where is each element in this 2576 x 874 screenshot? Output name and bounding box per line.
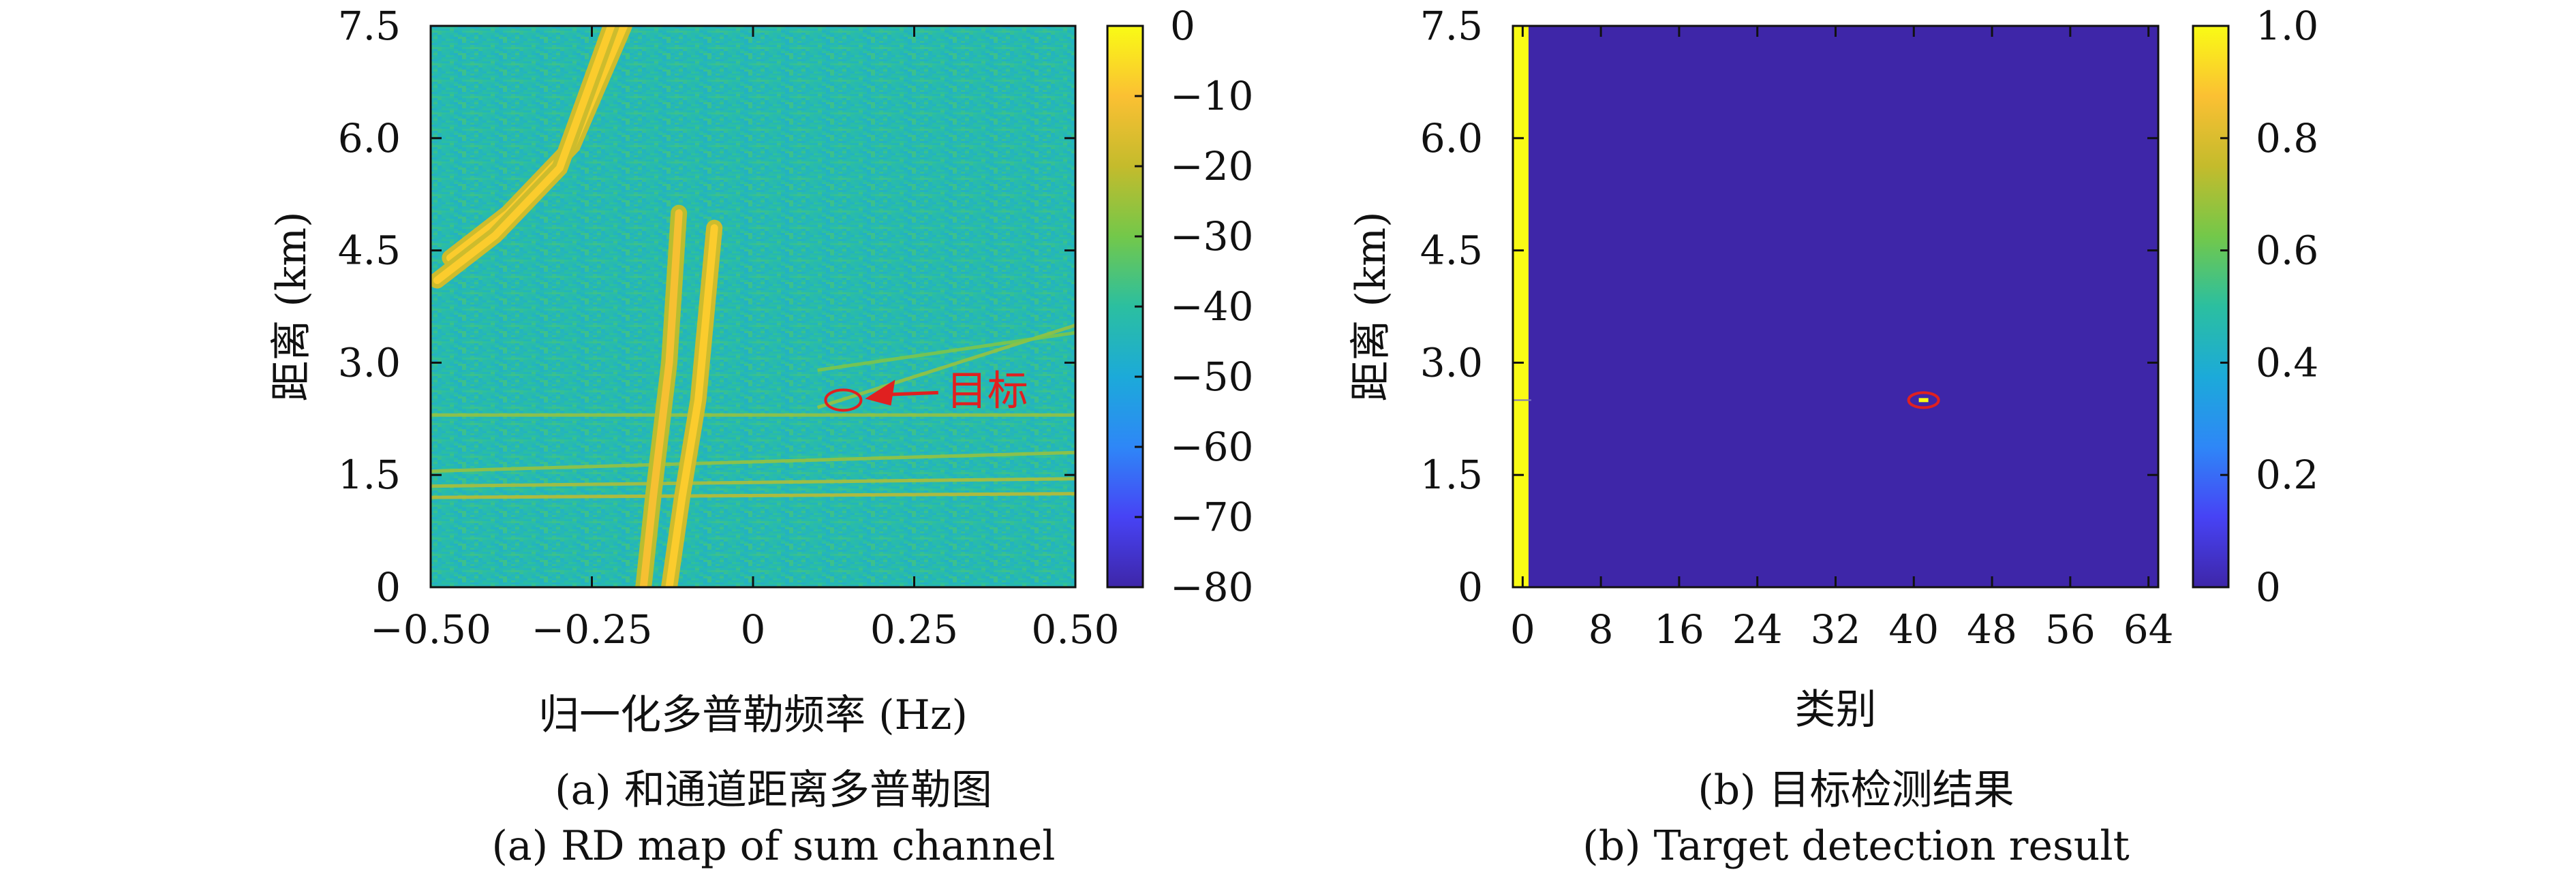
rd-map-y-ticks: 0 1.5 3.0 4.5 6.0 7.5 [338,3,1075,610]
rd-map-x-ticks: −0.50 −0.25 0 0.25 0.50 [370,26,1120,653]
detected-target-ellipse [1907,391,1940,409]
det-colorbar-tick-label: 0.8 [2256,115,2318,161]
det-colorbar-tick-label: 0.4 [2256,339,2318,386]
target-marker-ellipse [824,388,863,412]
detection-colorbar: 1.0 0.8 0.6 0.4 0.2 0 [2192,3,2318,610]
caption-a-chinese: (a) 和通道距离多普勒图 [555,766,992,814]
det-y-tick-label: 1.5 [1420,452,1483,498]
rd-colorbar-tick-label: 0 [1170,3,1195,49]
rd-colorbar-tick-label: −80 [1170,564,1253,610]
clutter-ridge-core-3 [433,26,615,284]
det-x-tick-label: 48 [1967,606,2017,653]
rd-colorbar-tick-label: −40 [1170,283,1253,330]
rd-map-colorbar-ticks: 0 −10 −20 −30 −40 −50 −60 −70 −80 [1135,3,1253,610]
target-label: 目标 [947,367,1028,415]
panel-a: −0.50 −0.25 0 0.25 0.50 0 1.5 3.0 4.5 6.0 7.5 归一化… [268,3,1253,870]
rd-colorbar-tick-label: −20 [1170,143,1253,189]
rd-map-noise [431,26,1075,587]
rd-map-x-axis-title: 归一化多普勒频率 (Hz) [538,691,968,739]
det-colorbar-tick-label: 1.0 [2256,3,2318,49]
clutter-ridge-core-1 [665,224,718,587]
det-y-tick-label: 3.0 [1420,339,1483,386]
det-x-tick-label: 0 [1510,606,1535,653]
detection-colorbar-ticks: 1.0 0.8 0.6 0.4 0.2 0 [2220,3,2318,610]
det-x-tick-label: 56 [2045,606,2096,653]
caption-b-english: (b) Target detection result [1582,822,2129,870]
det-x-tick-label: 40 [1888,606,1939,653]
rd-x-tick-label: −0.25 [532,606,653,653]
rd-y-tick-label: 6.0 [338,115,401,161]
target-arrowhead [865,379,895,406]
rd-y-tick-label: 3.0 [338,339,401,386]
clutter-line-1 [431,477,1075,488]
caption-a-english: (a) RD map of sum channel [492,822,1056,870]
rd-colorbar-tick-label: −50 [1170,354,1253,400]
rd-x-tick-label: −0.50 [370,606,491,653]
det-y-tick-label: 4.5 [1420,228,1483,274]
rd-y-tick-label: 4.5 [338,228,401,274]
rd-x-tick-label: 0 [741,606,766,653]
det-x-tick-label: 16 [1654,606,1704,653]
det-colorbar-tick-label: 0.6 [2256,228,2318,274]
det-x-tick-label: 32 [1811,606,1861,653]
det-y-tick-label: 6.0 [1420,115,1483,161]
rd-colorbar-tick-label: −70 [1170,494,1253,540]
clutter-line-0 [431,492,1075,499]
detection-colorbar-frame [2192,25,2230,589]
rd-colorbar-tick-label: −60 [1170,424,1253,470]
target-annotation: 目标 [824,367,1028,415]
target-arrow [884,390,938,396]
rd-map-colorbar: 0 −10 −20 −30 −40 −50 −60 −70 −80 [1106,3,1253,610]
detection-x-axis-title: 类别 [1795,686,1877,734]
detection-active-column [1513,26,1529,587]
clutter-line-2 [431,450,1075,473]
rd-x-tick-label: 0.50 [1031,606,1119,653]
detected-target-pixel [1918,398,1929,403]
detection-x-ticks: 0 8 16 24 32 40 48 56 64 [1510,26,2174,653]
caption-b-chinese: (b) 目标检测结果 [1698,766,2014,814]
det-y-tick-label: 7.5 [1420,3,1483,49]
rd-colorbar-tick-label: −30 [1170,213,1253,260]
rd-x-tick-label: 0.25 [870,606,958,653]
rd-y-tick-label: 0 [375,564,401,610]
rd-map-y-axis-title: 距离 (km) [268,211,316,401]
detection-colorbar-gradient [2193,26,2228,587]
det-colorbar-tick-label: 0.2 [2256,452,2318,498]
det-x-tick-label: 24 [1732,606,1783,653]
detection-y-ticks: 0 1.5 3.0 4.5 6.0 7.5 [1420,3,2158,610]
clutter-line-5 [817,331,1075,372]
panel-b: 0 8 16 24 32 40 48 56 64 0 1.5 3.0 4.5 6.0 7.5 类别 距离 … [1347,3,2318,870]
rd-y-tick-label: 1.5 [338,452,401,498]
detection-map-background [1513,26,2158,587]
det-x-tick-label: 8 [1589,606,1614,653]
rd-map-image [431,26,1075,587]
det-x-tick-label: 64 [2123,606,2174,653]
clutter-ridge-core-0 [639,209,683,587]
rd-colorbar-tick-label: −10 [1170,73,1253,119]
det-colorbar-tick-label: 0 [2256,564,2281,610]
rd-y-tick-label: 7.5 [338,3,401,49]
det-y-tick-label: 0 [1458,564,1483,610]
detected-target [1907,391,1940,409]
detection-y-axis-title: 距离 (km) [1347,211,1395,401]
